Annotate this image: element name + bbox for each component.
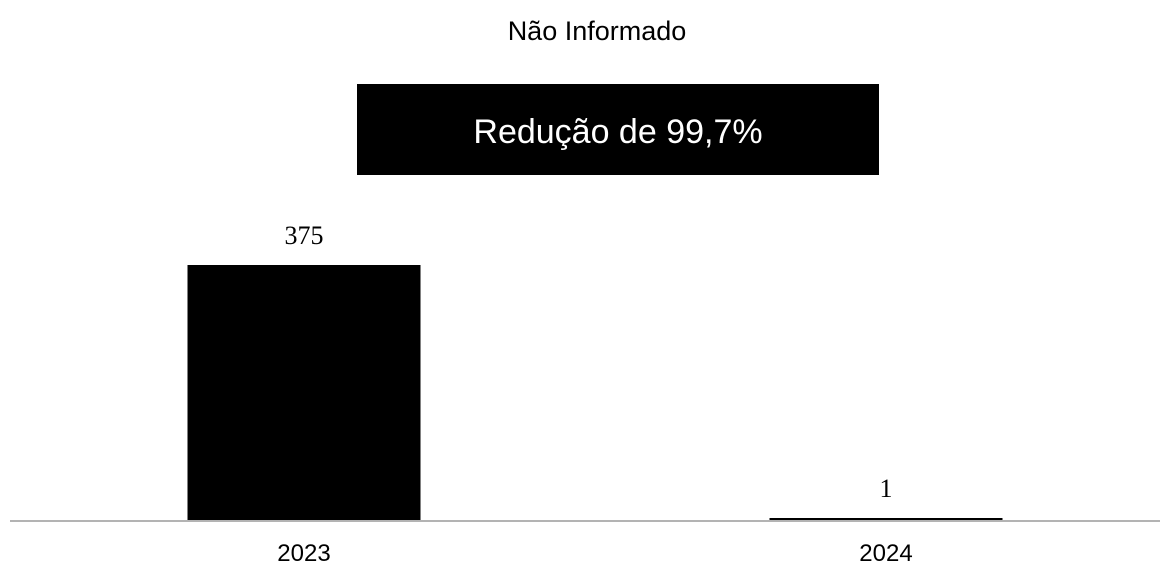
- data-label-2024: 1: [880, 474, 893, 503]
- x-tick-label-2024: 2024: [859, 540, 912, 566]
- bar-2024: [769, 518, 1003, 520]
- chart-title: Não Informado: [508, 16, 687, 46]
- annotation-text: Redução de 99,7%: [473, 113, 762, 151]
- bars-layer: 375 2023 1 2024: [187, 221, 1003, 566]
- annotation-banner: [357, 84, 879, 175]
- bar-2023: [187, 265, 421, 520]
- x-tick-label-2023: 2023: [277, 540, 330, 566]
- data-label-2023: 375: [285, 221, 324, 250]
